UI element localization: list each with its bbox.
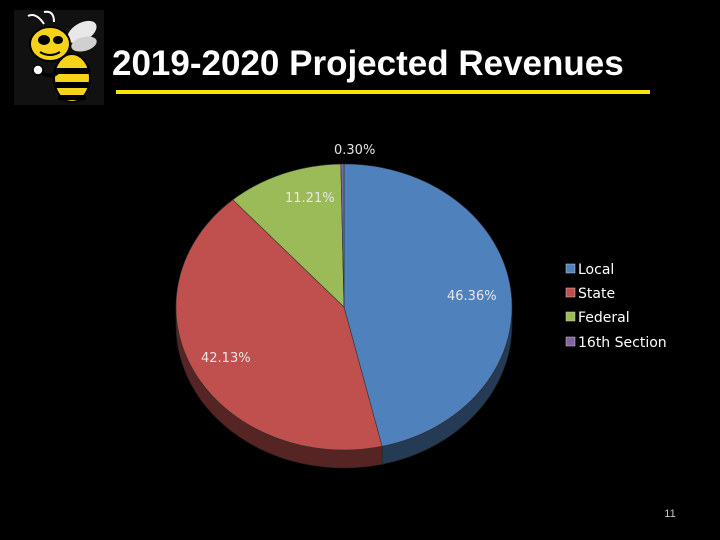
pie-slice-state bbox=[175, 199, 383, 451]
data-label-16th-section: 0.30% bbox=[334, 143, 375, 158]
legend-label-state: State bbox=[578, 286, 615, 302]
pie-data-labels: 46.36% 42.13% 11.21% 0.30% bbox=[201, 143, 497, 366]
pie-slice-16th-section bbox=[340, 163, 345, 308]
legend-label-16th-section: 16th Section bbox=[578, 335, 667, 351]
legend-swatch-state bbox=[565, 287, 576, 298]
pie-slice-federal bbox=[232, 163, 345, 308]
data-label-state: 42.13% bbox=[201, 351, 251, 366]
data-label-local: 46.36% bbox=[447, 289, 497, 304]
legend-swatch-local bbox=[565, 263, 576, 274]
chart-legend: Local State Federal 16th Section bbox=[565, 262, 667, 351]
legend-swatch-16th-section bbox=[565, 336, 576, 347]
slide-title: 2019-2020 Projected Revenues bbox=[112, 44, 624, 83]
title-underline bbox=[116, 90, 650, 94]
pie-slice-local bbox=[343, 163, 513, 447]
page-number: 11 bbox=[664, 508, 676, 520]
legend-label-local: Local bbox=[578, 262, 614, 278]
yellow-jacket-mascot-icon bbox=[14, 10, 104, 105]
pie-slices bbox=[175, 163, 513, 451]
data-label-federal: 11.21% bbox=[285, 191, 335, 206]
legend-label-federal: Federal bbox=[578, 310, 630, 326]
legend-swatch-federal bbox=[565, 311, 576, 322]
